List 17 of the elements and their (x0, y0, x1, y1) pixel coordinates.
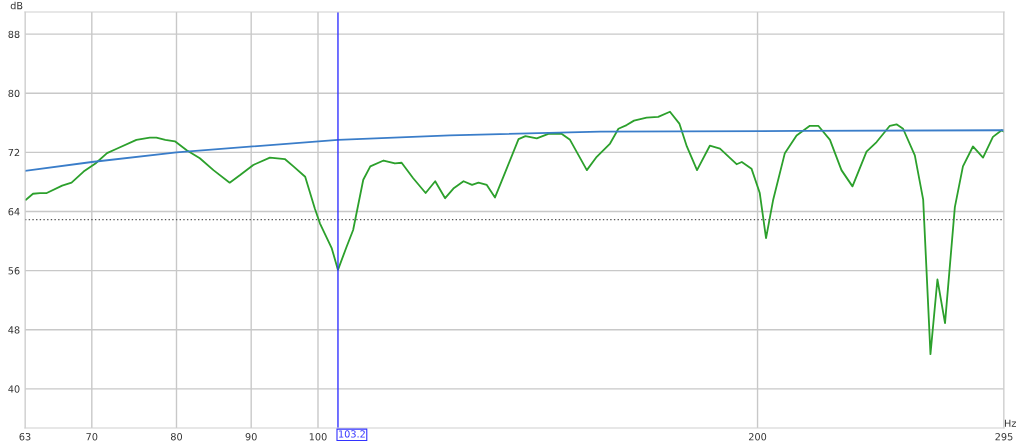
y-tick-label: 48 (8, 326, 20, 334)
x-tick-label: 80 (170, 433, 183, 441)
y-tick-label: 88 (8, 30, 20, 38)
x-tick-label: 200 (748, 433, 767, 441)
y-tick-label: 56 (8, 267, 20, 275)
y-axis-title: dB (10, 1, 23, 10)
y-tick-label: 40 (8, 385, 20, 393)
ref-line-label: 103.2 (339, 430, 365, 438)
x-tick-label: 100 (309, 433, 327, 441)
x-tick-label: 295 (995, 433, 1013, 441)
y-tick-label: 80 (8, 89, 20, 98)
y-tick-label: 72 (8, 148, 20, 157)
x-tick-label: 70 (86, 433, 98, 441)
y-tick-label: 64 (8, 207, 20, 216)
x-tick-label: 90 (245, 433, 257, 441)
x-axis-title: Hz (1004, 419, 1016, 427)
x-tick-label: 63 (19, 433, 31, 441)
